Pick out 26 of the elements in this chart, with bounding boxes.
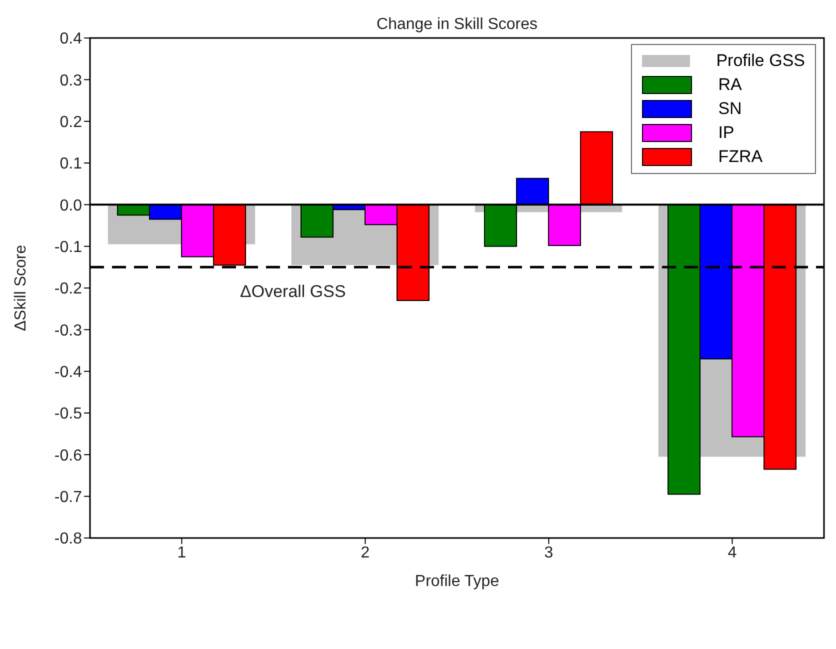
x-tick-label: 3 bbox=[544, 544, 554, 562]
y-tick-label: 0.3 bbox=[60, 72, 82, 90]
y-axis-title: ΔSkill Score bbox=[12, 244, 30, 332]
x-tick-label: 4 bbox=[728, 544, 737, 562]
y-tick-label: 0.0 bbox=[60, 197, 82, 214]
y-tick-label: -0.1 bbox=[54, 239, 82, 256]
ref-line-label: ΔOverall GSS bbox=[240, 282, 346, 302]
x-tick-label: 2 bbox=[360, 544, 370, 562]
legend-label: RA bbox=[718, 75, 742, 95]
y-tick-label: -0.5 bbox=[54, 406, 82, 423]
legend-label: Profile GSS bbox=[716, 51, 805, 71]
legend-label: FZRA bbox=[718, 147, 763, 167]
y-tick-label: -0.3 bbox=[54, 322, 82, 340]
y-tick-label: 0.2 bbox=[60, 114, 82, 132]
y-tick-label: -0.6 bbox=[54, 447, 82, 464]
y-tick-label: -0.7 bbox=[54, 489, 82, 506]
x-tick-label: 1 bbox=[177, 544, 186, 562]
legend-label: IP bbox=[718, 123, 734, 143]
y-tick-label: -0.8 bbox=[54, 530, 82, 548]
y-tick-label: 0.4 bbox=[60, 30, 82, 48]
chart-title: Change in Skill Scores bbox=[376, 16, 538, 34]
y-tick-label: 0.1 bbox=[60, 156, 82, 173]
y-tick-label: -0.4 bbox=[54, 364, 82, 382]
y-tick-label: -0.2 bbox=[54, 280, 82, 298]
legend-label: SN bbox=[718, 99, 742, 119]
x-axis-title: Profile Type bbox=[414, 573, 500, 590]
